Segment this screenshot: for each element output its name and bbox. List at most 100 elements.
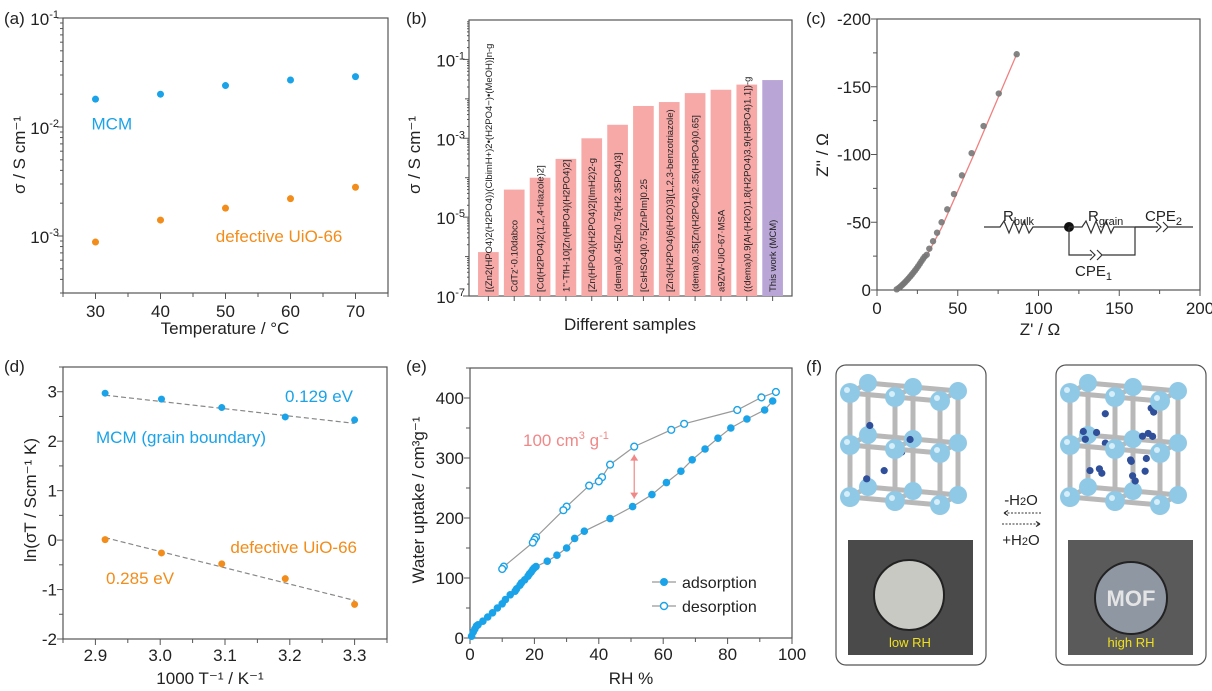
data-point-adsorption — [628, 502, 637, 511]
data-point-adsorption — [714, 434, 722, 443]
y-axis-label-a: σ / S cm⁻¹ — [10, 116, 29, 194]
data-point-adsorption — [562, 544, 571, 552]
y-tick-label-a-base: 10 — [30, 119, 49, 138]
y-tick-label-b: 10-3 — [436, 129, 465, 149]
metal-node-highlight — [934, 447, 940, 453]
metal-node — [1169, 382, 1187, 400]
bar-label: This work (MCM) — [768, 220, 779, 292]
arrhenius-fit-line — [104, 537, 355, 602]
bar-label: [Zn3(H2PO4)6(H2O)3](1,2,3-benzotriazole) — [665, 109, 676, 292]
cpe1-symbol — [1068, 227, 1136, 261]
data-points-a — [92, 73, 359, 246]
x-tick-label-e: 80 — [718, 645, 737, 664]
data-point-adsorption — [727, 424, 735, 432]
isotherm-e — [467, 387, 781, 640]
x-tick-label-c: 200 — [1186, 299, 1212, 318]
data-point-desorption — [594, 477, 603, 486]
y-tick-label-d: 0 — [48, 531, 57, 550]
x-tick-label-d: 3.2 — [278, 646, 302, 665]
data-points-c — [893, 51, 1020, 293]
y-tick-label-c: -50 — [846, 213, 871, 232]
x-tick-label-d: 2.9 — [84, 646, 108, 665]
bar-this-work — [762, 80, 783, 297]
x-tick-label-e: 100 — [778, 645, 806, 664]
y-tick-label-e: 0 — [455, 629, 464, 648]
data-point-arrhenius — [101, 389, 109, 397]
axis-ticks-d: 2.9 3.0 3.1 3.2 3.3 -2 -1 0 1 2 3 — [42, 366, 388, 665]
mof-lattice-low-rh — [840, 374, 967, 515]
y-tick-label-a: 10-3 — [30, 227, 59, 247]
data-point-eis — [944, 206, 951, 213]
metal-node-highlight — [889, 443, 895, 449]
data-point-adsorption — [662, 478, 671, 487]
cpe2-symbol — [1135, 221, 1193, 233]
metal-node-highlight — [889, 391, 895, 397]
bar-label: 1''-TfH-10[Zn(HPO4)(H2PO4)2] — [561, 160, 572, 292]
water-molecule — [1079, 427, 1087, 436]
metal-node-highlight — [844, 439, 850, 445]
bar-sample — [658, 102, 680, 296]
metal-node — [840, 383, 860, 403]
data-point-mcm — [287, 76, 294, 84]
data-point-arrhenius — [281, 413, 289, 421]
data-point-mcm — [157, 90, 164, 98]
panel-label-b: (b) — [406, 9, 427, 28]
metal-node — [1150, 443, 1170, 463]
y-tick-label-a-exp: -1 — [49, 9, 59, 21]
data-point-adsorption — [677, 467, 685, 476]
metal-node-highlight — [844, 387, 850, 393]
data-points-d — [101, 389, 359, 608]
metal-node — [1079, 478, 1097, 496]
data-point-adsorption — [760, 406, 769, 414]
panel-b: (b) 10-110-310-510-7 [(Zn2(HPO4)2(H2PO4)… — [405, 9, 793, 334]
metal-node-highlight — [889, 495, 895, 501]
axis-ticks-e: 0 20 40 60 80 100 0 100 200 300 400 — [436, 367, 806, 664]
y-tick-label-b: 10-5 — [436, 208, 465, 228]
metal-node — [1150, 495, 1170, 515]
data-point-desorption — [605, 460, 615, 469]
water-molecule — [1098, 469, 1106, 477]
panel-label-c: (c) — [806, 9, 826, 28]
metal-node-highlight — [1109, 443, 1115, 449]
data-point-adsorption — [580, 527, 589, 535]
metal-node-highlight — [1064, 491, 1070, 497]
panel-e: (e) 0 20 40 60 80 100 0 100 200 300 400 100 cm3 g-… — [406, 357, 806, 688]
bars-b: [(Zn2(HPO4)2(H2PO4))(ClbimH+)2•(H2PO4−)•… — [478, 44, 783, 297]
y-tick-label-b-exp: -1 — [455, 50, 465, 62]
metal-node-highlight — [1154, 447, 1160, 453]
y-tick-label-b-base: 10 — [436, 288, 455, 307]
y-tick-label-b-exp: -3 — [455, 129, 465, 141]
data-point-desorption — [559, 506, 568, 515]
x-tick-label-a: 30 — [86, 302, 105, 321]
data-point-eis — [958, 172, 966, 179]
x-tick-label-e: 40 — [589, 645, 608, 664]
x-axis-label-a: Temperature / °C — [161, 319, 290, 338]
data-point-adsorption — [543, 557, 552, 565]
data-point-mcm — [92, 95, 99, 103]
data-point-defective-uio-66 — [92, 238, 99, 246]
arrowhead-right-icon — [1035, 520, 1041, 528]
metal-node — [1060, 487, 1080, 507]
legend-label-adsorption: adsorption — [682, 575, 757, 592]
data-point-arrhenius — [157, 549, 165, 557]
y-tick-label-b: 10-7 — [436, 287, 465, 307]
water-molecule — [1142, 454, 1150, 463]
label-r-grain: Rgrain — [1088, 208, 1123, 228]
metal-node-highlight — [1154, 395, 1160, 401]
axis-ticks-b: 10-110-310-510-7 — [436, 21, 774, 307]
y-tick-label-a-exp: -3 — [49, 227, 59, 239]
water-molecule — [863, 475, 871, 483]
y-tick-label-b-exp: -5 — [455, 208, 465, 220]
metal-node — [1124, 430, 1142, 448]
mof-lattice-high-rh — [1060, 374, 1187, 515]
metal-node — [1060, 383, 1080, 403]
bar-label: (dema)0.35[Zn(H2PO4)2.35(H3PO4)0.65] — [691, 115, 702, 292]
y-axis-label-b: σ / S cm⁻¹ — [405, 116, 424, 194]
data-point-defective-uio-66 — [222, 204, 229, 212]
bar-sample — [503, 189, 525, 296]
y-tick-label-b-base: 10 — [436, 209, 455, 228]
pellet-opaque — [873, 559, 945, 631]
y-tick-label-b-base: 10 — [436, 130, 455, 149]
fit-line-c — [896, 53, 1018, 291]
